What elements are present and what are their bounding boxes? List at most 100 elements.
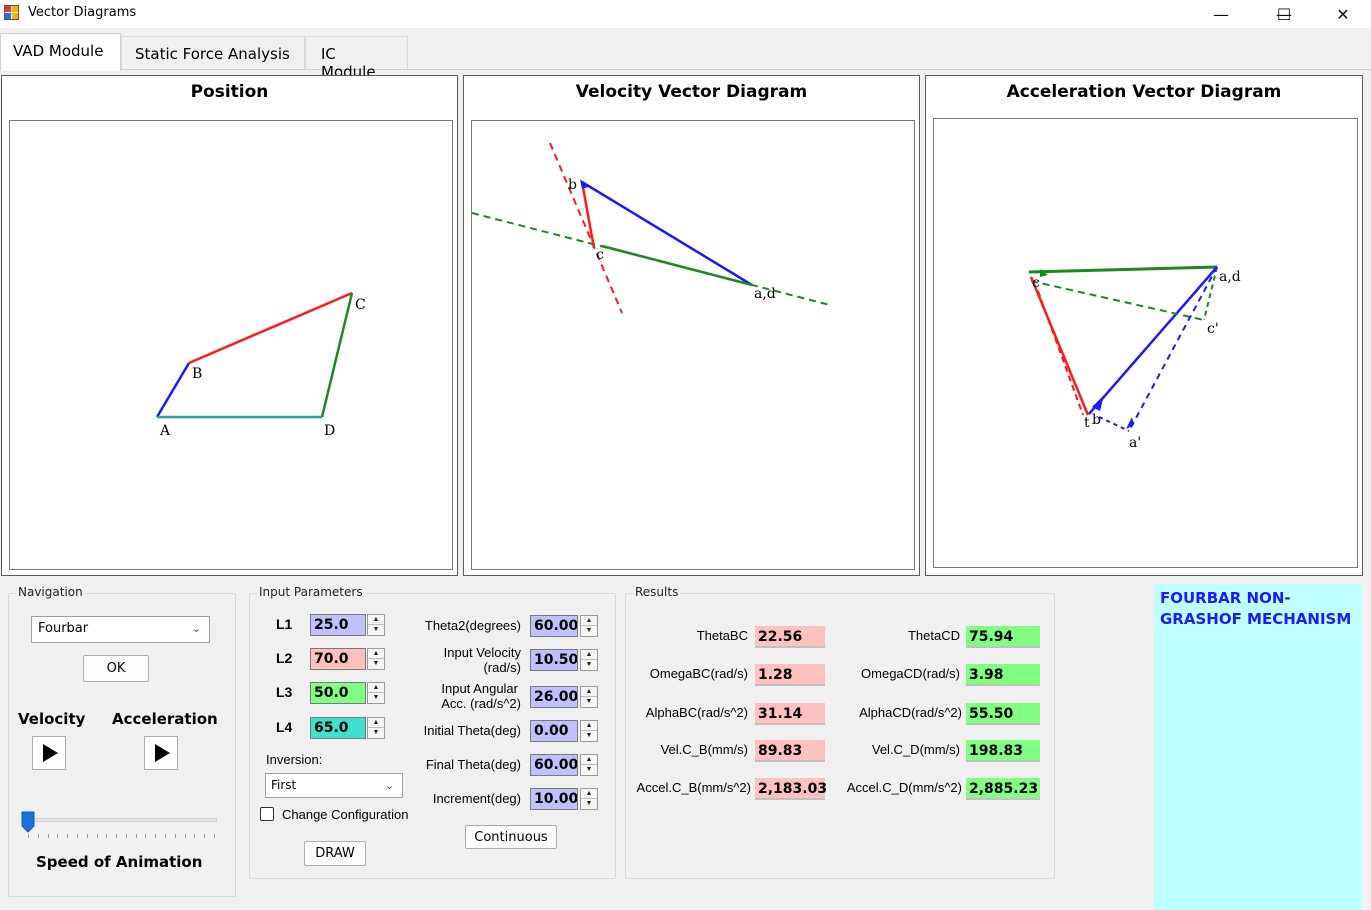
ok-button[interactable]: OK [83, 655, 149, 682]
theta2-input[interactable]: 60.00 [530, 615, 578, 637]
title-bar [0, 0, 1371, 28]
minimize-button[interactable]: — [1261, 0, 1307, 28]
tab-static-force-analysis[interactable]: Static Force Analysis [121, 36, 305, 69]
label-a: A [159, 423, 171, 439]
l3-input[interactable]: 50.0 [310, 682, 366, 704]
label-ac: c [1032, 275, 1040, 291]
speed-slider-thumb[interactable] [21, 811, 35, 833]
slider-tick [165, 834, 167, 838]
input-velocity-input[interactable]: 10.50 [530, 649, 578, 671]
draw-button[interactable]: DRAW [304, 841, 366, 866]
slider-tick [67, 834, 69, 838]
velocity-arrowhead-b [580, 179, 588, 189]
result-value-alpha-bc: 31.14 [755, 703, 825, 725]
slider-tick [214, 834, 215, 838]
velocity-vcb [580, 181, 596, 249]
minimize-glyph: — [1213, 4, 1229, 24]
speed-label: Speed of Animation [36, 853, 203, 871]
theta2-spinner[interactable]: ▲ ▼ [580, 615, 598, 637]
inversion-select[interactable]: First ⌄ [265, 773, 403, 798]
input-acc-spinner[interactable]: ▲ ▼ [580, 686, 598, 708]
label-aad: a,d [1219, 269, 1241, 285]
l2-spinner[interactable]: ▲ ▼ [367, 648, 385, 670]
velocity-play-button[interactable] [32, 736, 66, 770]
inversion-label: Inversion: [266, 752, 323, 767]
l1-input[interactable]: 25.0 [310, 614, 366, 636]
result-label-alpha-cd: AlphaCD(rad/s^2) [859, 705, 962, 720]
acceleration-panel: Acceleration Vector Diagram a,d c c' t b… [925, 75, 1363, 576]
label-d: D [324, 423, 335, 439]
close-button[interactable]: ✕ [1320, 0, 1366, 28]
window-title: Vector Diagrams [28, 5, 137, 20]
accel-b-aprime [1098, 416, 1130, 432]
maximize-btn[interactable]: ☐ [1261, 0, 1307, 28]
speed-slider-track[interactable] [22, 818, 217, 822]
result-label-accel-cb: Accel.C_B(mm/s^2) [636, 780, 751, 795]
slider-tick [28, 834, 29, 838]
velocity-panel: Velocity Vector Diagram b c a,d [463, 75, 920, 576]
velocity-canvas: b c a,d [471, 120, 915, 570]
final-theta-spinner[interactable]: ▲ ▼ [580, 754, 598, 776]
result-label-alpha-bc: AlphaBC(rad/s^2) [645, 705, 748, 720]
position-panel: Position A B C D [1, 75, 458, 576]
navigation-group: Navigation [8, 585, 236, 897]
result-label-vel-cd: Vel.C_D(mm/s) [871, 742, 960, 757]
mechanism-type-label: FOURBAR NON-GRASHOF MECHANISM [1154, 584, 1362, 910]
minimize-btn[interactable]: — [1198, 0, 1244, 28]
initial-theta-spinner[interactable]: ▲ ▼ [580, 720, 598, 742]
continuous-button[interactable]: Continuous [465, 825, 557, 849]
result-value-vel-cd: 198.83 [966, 740, 1040, 762]
change-configuration-checkbox[interactable] [260, 807, 274, 821]
l4-label: L4 [276, 719, 293, 735]
slider-tick [174, 834, 176, 838]
acceleration-canvas: a,d c c' t b a' [933, 118, 1358, 568]
position-canvas: A B C D [9, 120, 453, 570]
inversion-select-value: First [271, 778, 297, 792]
tab-vad-module[interactable]: VAD Module [0, 33, 121, 71]
input-velocity-spinner[interactable]: ▲ ▼ [580, 649, 598, 671]
label-ab: b [1092, 412, 1101, 428]
mechanism-select[interactable]: Fourbar ⌄ [31, 616, 210, 643]
accel-arrowhead-aprime [1126, 417, 1134, 429]
position-diagram: A B C D [155, 291, 366, 439]
l4-spinner[interactable]: ▲ ▼ [367, 717, 385, 739]
slider-tick [135, 834, 137, 838]
acceleration-play-button[interactable] [144, 736, 178, 770]
minimize-icon: — [1276, 4, 1292, 24]
speed-slider-ticks [28, 834, 215, 840]
chevron-down-icon: ⌄ [191, 622, 201, 635]
l1-spinner[interactable]: ▲ ▼ [367, 614, 385, 636]
result-label-omega-cd: OmegaCD(rad/s) [861, 666, 960, 681]
results-label: Results [633, 585, 681, 599]
link-ab [155, 362, 191, 418]
increment-input[interactable]: 10.00 [530, 788, 578, 810]
initial-theta-input[interactable]: 0.00 [530, 720, 578, 742]
slider-tick [184, 834, 186, 838]
increment-label: Increment(deg) [432, 791, 521, 806]
increment-spinner[interactable]: ▲ ▼ [580, 788, 598, 810]
result-label-theta-cd: ThetaCD [907, 628, 960, 643]
label-aaprime: a' [1129, 435, 1141, 451]
velocity-vb [581, 180, 753, 287]
result-value-accel-cd: 2,885.23 [966, 778, 1040, 800]
slider-tick [125, 834, 127, 838]
maximize-icon: ☐ [1276, 4, 1292, 24]
slider-tick [76, 834, 78, 838]
slider-tick [116, 834, 118, 838]
app-icon [4, 5, 20, 21]
velocity-title: Velocity Vector Diagram [575, 82, 808, 102]
result-value-theta-cd: 75.94 [966, 626, 1040, 648]
input-acc-input[interactable]: 26.00 [530, 686, 578, 708]
result-value-theta-bc: 22.56 [755, 626, 825, 648]
accel-arrowhead-b [1092, 395, 1104, 411]
tab-ic-module[interactable]: IC Module [305, 36, 408, 81]
slider-tick [57, 834, 59, 838]
label-vc: c [596, 247, 604, 263]
input-velocity-label1: Input Velocity [443, 645, 521, 660]
accel-a-prime [1128, 266, 1218, 432]
final-theta-input[interactable]: 60.00 [530, 754, 578, 776]
l2-input[interactable]: 70.0 [310, 648, 366, 670]
l3-spinner[interactable]: ▲ ▼ [367, 682, 385, 704]
l4-input[interactable]: 65.0 [310, 717, 366, 739]
label-vad: a,d [754, 286, 776, 302]
